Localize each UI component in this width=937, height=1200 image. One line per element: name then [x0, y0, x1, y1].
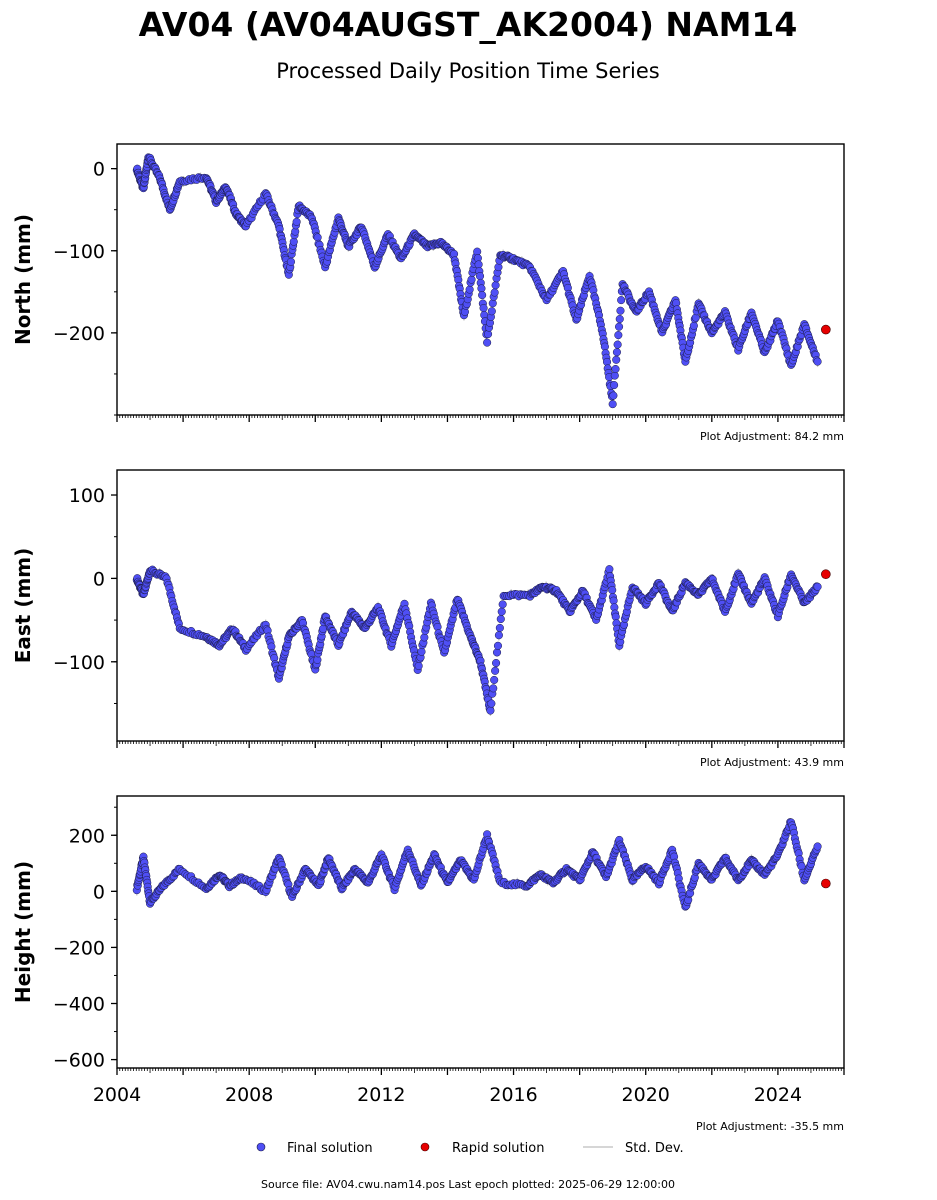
- north-final-point: [467, 275, 476, 284]
- east-ytick-label: 100: [69, 485, 105, 507]
- east-final-point: [490, 675, 499, 685]
- east-final-point: [498, 600, 507, 609]
- north-final-point: [615, 322, 624, 331]
- north-final-point: [612, 348, 621, 357]
- east-ytick-label: 0: [93, 568, 105, 590]
- north-ytick-label: −200: [53, 323, 105, 345]
- north-ytick-label: −100: [53, 241, 105, 263]
- height-plot-adjustment: Plot Adjustment: -35.5 mm: [696, 1120, 844, 1133]
- height-rapid-point: [821, 878, 831, 889]
- east-final-point: [489, 684, 498, 693]
- east-final-point: [493, 641, 503, 650]
- east-final-point: [417, 647, 426, 656]
- height-ytick-label: −400: [53, 994, 105, 1016]
- north-final-point: [612, 355, 621, 364]
- east-final-point: [486, 706, 495, 715]
- legend-final-label: Final solution: [287, 1141, 373, 1156]
- east-rapid-point: [821, 569, 831, 580]
- panels: 0 −100 −200 North (mm) Plot Adjustment: 84.2…: [11, 143, 845, 1133]
- north-final-point: [813, 357, 822, 366]
- legend-stddev-label: Std. Dev.: [625, 1141, 684, 1156]
- east-final-point: [491, 666, 500, 675]
- east-axis-label: East (mm): [11, 548, 35, 664]
- east-final-point: [492, 648, 502, 657]
- north-final-point: [475, 272, 485, 281]
- east-final-point: [608, 586, 617, 595]
- chart-subtitle: Processed Daily Position Time Series: [276, 59, 660, 83]
- height-xtick-label: 2008: [225, 1084, 273, 1106]
- east-axes-frame: [116, 469, 845, 742]
- east-final-points: [132, 565, 822, 715]
- chart-title: AV04 (AV04AUGST_AK2004) NAM14: [139, 5, 798, 44]
- height-axes-frame: [116, 795, 845, 1069]
- north-final-point: [490, 288, 499, 297]
- north-final-point: [487, 307, 496, 316]
- height-ytick-label: 0: [93, 881, 105, 903]
- east-final-point: [492, 658, 501, 668]
- north-final-point: [689, 321, 698, 330]
- east-final-point: [495, 623, 504, 632]
- north-final-point: [610, 381, 619, 390]
- north-final-point: [491, 281, 500, 290]
- legend-rapid-label: Rapid solution: [452, 1141, 544, 1156]
- north-final-point: [616, 306, 625, 315]
- north-final-point: [608, 400, 617, 409]
- height-ytick-label: −200: [53, 937, 105, 959]
- height-final-points: [132, 818, 822, 911]
- north-rapid-point: [821, 324, 831, 335]
- east-final-point: [414, 661, 423, 671]
- east-ytick-label: −100: [53, 652, 105, 674]
- east-plot-adjustment: Plot Adjustment: 43.9 mm: [700, 756, 844, 769]
- east-final-point: [609, 596, 618, 605]
- height-ytick-label: 200: [69, 825, 105, 847]
- east-final-point: [420, 633, 429, 642]
- height-ytick-label: −600: [53, 1050, 105, 1072]
- east-final-point: [497, 607, 506, 616]
- source-note: Source file: AV04.cwu.nam14.pos Last epo…: [261, 1178, 675, 1191]
- north-final-point: [615, 314, 624, 324]
- north-final-point: [465, 285, 474, 294]
- north-plot-adjustment: Plot Adjustment: 84.2 mm: [700, 430, 844, 443]
- north-final-point: [613, 340, 622, 349]
- height-final-point: [813, 842, 822, 851]
- north-ytick-label: 0: [93, 159, 105, 181]
- north-final-point: [617, 296, 626, 305]
- height-xtick-label: 2012: [357, 1084, 405, 1106]
- north-final-point: [614, 331, 623, 340]
- legend: Final solution Rapid solution Std. Dev.: [256, 1141, 684, 1156]
- north-final-point: [286, 257, 296, 266]
- east-final-point: [813, 582, 822, 591]
- north-final-point: [609, 391, 618, 400]
- east-final-point: [605, 565, 614, 574]
- north-final-point: [483, 338, 492, 347]
- east-final-point: [494, 631, 503, 640]
- legend-rapid-marker: [420, 1142, 430, 1152]
- height-xtick-label: 2016: [489, 1084, 537, 1106]
- height-xtick-label: 2020: [622, 1084, 670, 1106]
- north-final-point: [478, 291, 487, 300]
- north-axis-label: North (mm): [11, 214, 35, 345]
- north-final-point: [474, 260, 483, 269]
- north-panel: 0 −100 −200 North (mm) Plot Adjustment: 84.2…: [11, 143, 845, 443]
- height-panel: 200 0 −200 −400 −600 2004 2008 2012 2016 2020 2024…: [11, 795, 845, 1133]
- height-xtick-label: 2024: [754, 1084, 802, 1106]
- north-final-point: [477, 284, 486, 293]
- legend-final-marker: [256, 1142, 266, 1152]
- north-final-points: [132, 153, 822, 409]
- height-axis-label: Height (mm): [11, 861, 35, 1003]
- east-final-point: [487, 699, 496, 708]
- north-final-point: [479, 304, 488, 313]
- east-panel: 100 0 −100 East (mm) Plot Adjustment: 43.9 m…: [11, 469, 845, 769]
- north-final-point: [292, 217, 301, 226]
- height-xtick-label: 2004: [93, 1084, 141, 1106]
- north-final-point: [611, 364, 620, 374]
- east-final-point: [496, 614, 505, 624]
